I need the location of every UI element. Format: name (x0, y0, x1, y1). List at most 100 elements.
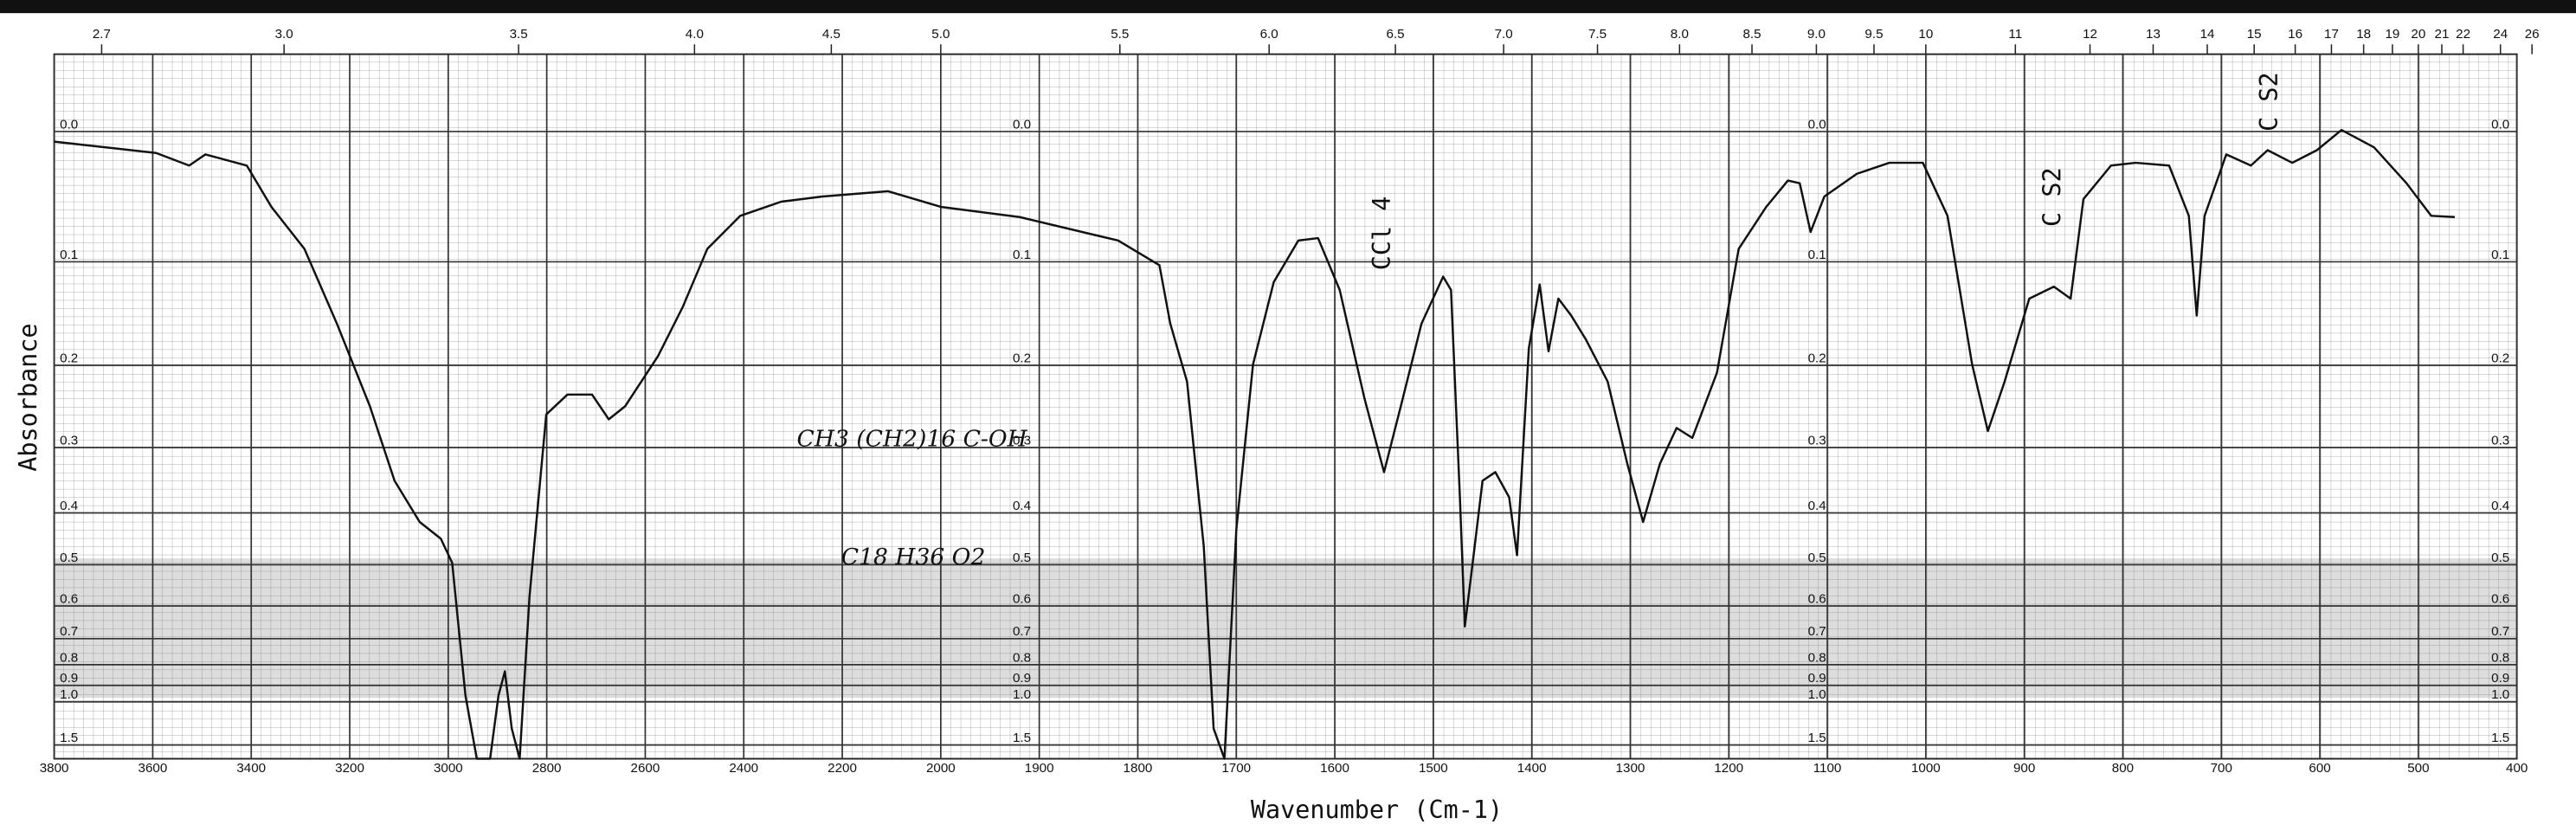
x2-tick-label: 6.0 (1260, 27, 1278, 42)
x-tick-label: 1100 (1813, 761, 1842, 776)
y-tick-label: 0.3 (2491, 433, 2509, 448)
y-tick-label: 0.4 (1013, 499, 1031, 513)
y-tick-label: 1.5 (60, 731, 78, 745)
x-tick-label: 3600 (138, 761, 168, 776)
y-tick-label: 0.8 (1808, 650, 1826, 665)
x-tick-label: 900 (2013, 761, 2035, 776)
x-tick-label: 2800 (532, 761, 562, 776)
y-tick-label: 0.4 (1808, 499, 1826, 513)
x2-tick-label: 13 (2146, 27, 2161, 42)
y-tick-label: 0.2 (1808, 351, 1826, 365)
y-tick-label: 0.0 (1808, 117, 1826, 132)
x-tick-label: 1600 (1320, 761, 1349, 776)
x-tick-label: 400 (2506, 761, 2528, 776)
y-axis-label: Absorbance (14, 323, 42, 471)
x2-tick-label: 17 (2324, 27, 2339, 42)
x2-tick-label: 2.7 (93, 27, 111, 42)
x2-tick-label: 3.5 (510, 27, 528, 42)
x2-tick-label: 21 (2435, 27, 2450, 42)
x-tick-label: 700 (2211, 761, 2232, 776)
x-tick-label: 1400 (1517, 761, 1547, 776)
dense-grid-band (54, 558, 2517, 699)
x2-tick-label: 20 (2411, 27, 2425, 42)
x-tick-label: 1300 (1616, 761, 1645, 776)
y-tick-label: 0.3 (60, 433, 78, 448)
x2-tick-label: 3.0 (275, 27, 293, 42)
x-tick-label: 1000 (1911, 761, 1941, 776)
y-tick-label: 0.4 (60, 499, 78, 513)
x-tick-label: 2600 (631, 761, 660, 776)
y-tick-label: 1.5 (2491, 731, 2509, 745)
y-tick-label: 0.1 (1808, 248, 1826, 262)
x-tick-label: 1700 (1221, 761, 1251, 776)
y-tick-label: 0.6 (2491, 591, 2509, 606)
x2-tick-label: 19 (2385, 27, 2399, 42)
y-tick-label: 0.3 (1808, 433, 1826, 448)
y-tick-label: 0.1 (1013, 248, 1031, 262)
y-tick-label: 1.0 (60, 687, 78, 702)
y-tick-label: 0.8 (2491, 650, 2509, 665)
y-tick-label: 0.0 (60, 117, 78, 132)
x-tick-label: 1200 (1714, 761, 1743, 776)
y-tick-label: 1.0 (1013, 687, 1031, 702)
x2-tick-label: 24 (2493, 27, 2508, 42)
x-tick-label: 3200 (335, 761, 364, 776)
annotation: C18 H36 O2 (841, 544, 986, 570)
y-tick-label: 0.8 (60, 650, 78, 665)
x-tick-label: 3800 (40, 761, 69, 776)
x-tick-label: 2000 (926, 761, 956, 776)
y-tick-label: 0.1 (2491, 248, 2509, 262)
x-tick-label: 3400 (236, 761, 266, 776)
x2-tick-label: 6.5 (1387, 27, 1405, 42)
x-tick-label: 500 (2407, 761, 2429, 776)
y-tick-label: 0.7 (2491, 624, 2509, 639)
x2-tick-label: 26 (2525, 27, 2540, 42)
y-tick-label: 0.2 (60, 351, 78, 365)
x2-tick-label: 8.5 (1742, 27, 1761, 42)
x-tick-label: 600 (2309, 761, 2330, 776)
x2-tick-label: 15 (2247, 27, 2262, 42)
x2-tick-label: 7.0 (1495, 27, 1513, 42)
y-tick-label: 0.0 (2491, 117, 2509, 132)
y-tick-label: 0.7 (1808, 624, 1826, 639)
marks: 3800 3600 3400 3200 3000 2800 2600 2400 2200 2000… (40, 27, 2540, 776)
x2-tick-label: 8.0 (1671, 27, 1689, 42)
x2-tick-label: 12 (2083, 27, 2097, 42)
x2-tick-label: 11 (2008, 27, 2022, 42)
y-tick-label: 1.5 (1013, 731, 1031, 745)
y-tick-label: 0.1 (60, 248, 78, 262)
y-tick-label: 0.9 (1808, 671, 1826, 686)
y-tick-label: 0.0 (1013, 117, 1031, 132)
y-tick-label: 0.8 (1013, 650, 1031, 665)
x2-tick-label: 22 (2456, 27, 2470, 42)
x-tick-label: 800 (2112, 761, 2134, 776)
y-tick-label: 0.6 (1013, 591, 1031, 606)
annotation: C S2 (2255, 72, 2283, 132)
x2-tick-label: 16 (2288, 27, 2302, 42)
x-axis-label: Wavenumber (Cm-1) (1251, 796, 1503, 824)
y-tick-label: 1.5 (1808, 731, 1826, 745)
scan-edge (0, 0, 2576, 14)
annotation: CCl 4 (1368, 196, 1396, 271)
x2-tick-label: 14 (2200, 27, 2215, 42)
x-tick-label: 1800 (1124, 761, 1153, 776)
x2-tick-label: 5.5 (1111, 27, 1129, 42)
y-tick-label: 0.3 (1013, 433, 1031, 448)
y-tick-label: 0.5 (1013, 551, 1031, 565)
y-tick-label: 0.6 (1808, 591, 1826, 606)
y-tick-label: 0.5 (60, 551, 78, 565)
x-tick-label: 2400 (729, 761, 758, 776)
x-tick-label: 2200 (828, 761, 857, 776)
x2-tick-label: 4.0 (686, 27, 704, 42)
y-tick-label: 0.6 (60, 591, 78, 606)
annotation: CH3 (CH2)16 C-OH (797, 425, 1028, 452)
y-tick-label: 0.4 (2491, 499, 2509, 513)
x2-tick-label: 18 (2356, 27, 2371, 42)
x-tick-label: 1900 (1025, 761, 1054, 776)
x2-tick-label: 9.5 (1864, 27, 1883, 42)
spectrum-line (54, 128, 2456, 760)
x2-tick-label: 5.0 (931, 27, 950, 42)
x2-tick-label: 7.5 (1588, 27, 1607, 42)
y-tick-label: 0.9 (2491, 671, 2509, 686)
